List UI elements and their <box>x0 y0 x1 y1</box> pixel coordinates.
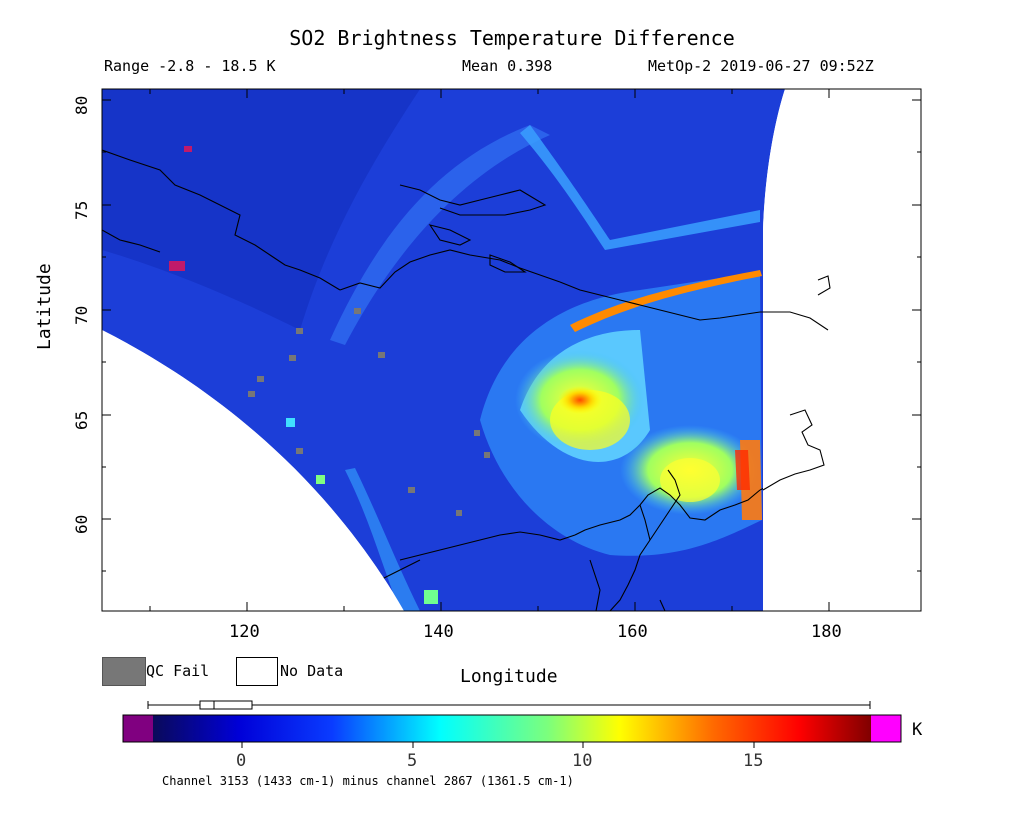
colorbar-unit-label: K <box>912 720 923 740</box>
x-axis-ticks <box>149 89 830 611</box>
y-axis-label: Latitude <box>34 263 55 350</box>
colorbar-underflow <box>123 715 153 742</box>
y-tick-label: 70 <box>72 305 91 325</box>
mean-label: Mean 0.398 <box>462 57 553 75</box>
colorbar <box>153 715 871 742</box>
y-tick-label: 60 <box>72 514 91 534</box>
range-label: Range -2.8 - 18.5 K <box>104 57 276 75</box>
y-tick-label: 75 <box>72 200 91 220</box>
plot-frame <box>101 88 922 612</box>
x-tick-label: 120 <box>229 622 260 642</box>
no-data-label: No Data <box>280 662 344 680</box>
no-data-region-right <box>763 89 921 611</box>
x-axis-label: Longitude <box>460 666 558 687</box>
x-tick-label: 140 <box>423 622 454 642</box>
colorbar-tick-label: 0 <box>236 751 247 771</box>
colorbar-tick-label: 15 <box>743 751 764 771</box>
channel-footnote: Channel 3153 (1433 cm-1) minus channel 2… <box>162 774 574 788</box>
colorbar-ticks <box>241 742 755 748</box>
y-tick-label: 80 <box>72 95 91 115</box>
colorbar-boxplot <box>147 700 871 710</box>
x-tick-label: 160 <box>617 622 648 642</box>
qc-fail-label: QC Fail <box>146 662 210 680</box>
colorbar-tick-label: 5 <box>407 751 418 771</box>
x-tick-label: 180 <box>811 622 842 642</box>
chart-title: SO2 Brightness Temperature Difference <box>289 26 735 50</box>
colorbar-overflow <box>871 715 901 742</box>
y-tick-label: 65 <box>72 410 91 430</box>
qc-fail-swatch <box>102 657 146 686</box>
colorbar-tick-label: 10 <box>572 751 593 771</box>
no-data-swatch <box>236 657 278 686</box>
plot-area <box>102 89 921 611</box>
no-data-region <box>102 330 404 611</box>
source-timestamp-label: MetOp-2 2019-06-27 09:52Z <box>648 57 874 75</box>
y-axis-ticks <box>102 99 921 572</box>
